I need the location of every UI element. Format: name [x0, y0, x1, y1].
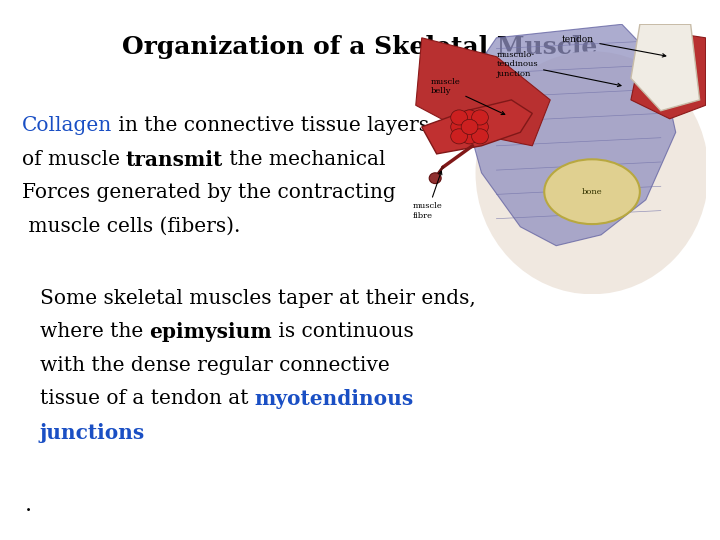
Text: Some skeletal muscles taper at their ends,: Some skeletal muscles taper at their end…	[40, 289, 475, 308]
Circle shape	[451, 110, 467, 125]
Text: junctions: junctions	[40, 423, 145, 443]
Text: epimysium: epimysium	[149, 322, 272, 342]
Text: of muscle: of muscle	[22, 150, 126, 168]
Polygon shape	[415, 38, 550, 146]
Circle shape	[451, 119, 467, 134]
Text: is continuous: is continuous	[272, 322, 414, 341]
Ellipse shape	[544, 159, 640, 224]
Text: tissue of a tendon at: tissue of a tendon at	[40, 389, 254, 408]
Circle shape	[472, 119, 488, 134]
Ellipse shape	[475, 51, 708, 294]
Polygon shape	[467, 24, 676, 246]
Text: with the dense regular connective: with the dense regular connective	[40, 356, 390, 375]
Text: musculo-
tendinous
junction: musculo- tendinous junction	[497, 51, 621, 86]
Polygon shape	[631, 24, 700, 111]
Text: bone: bone	[582, 188, 603, 195]
Text: in the connective tissue layers: in the connective tissue layers	[112, 116, 429, 135]
Text: myotendinous: myotendinous	[254, 389, 414, 409]
Circle shape	[472, 110, 488, 125]
Text: .: .	[25, 494, 32, 516]
Text: Organization of a Skeletal Muscle: Organization of a Skeletal Muscle	[122, 35, 598, 59]
Polygon shape	[422, 100, 532, 154]
Text: Forces generated by the contracting: Forces generated by the contracting	[22, 183, 395, 202]
Circle shape	[429, 173, 441, 184]
Text: the mechanical: the mechanical	[223, 150, 386, 168]
Circle shape	[462, 129, 478, 144]
Text: muscle
belly: muscle belly	[431, 78, 505, 114]
Text: muscle cells (fibers).: muscle cells (fibers).	[22, 217, 240, 235]
Text: muscle
fibre: muscle fibre	[413, 171, 443, 220]
Text: transmit: transmit	[126, 150, 223, 170]
Circle shape	[472, 129, 488, 144]
Circle shape	[451, 129, 467, 144]
Text: Collagen: Collagen	[22, 116, 112, 135]
Circle shape	[462, 110, 478, 125]
Circle shape	[462, 119, 478, 134]
Polygon shape	[631, 30, 706, 119]
Text: tendon: tendon	[562, 35, 666, 57]
Text: where the: where the	[40, 322, 149, 341]
